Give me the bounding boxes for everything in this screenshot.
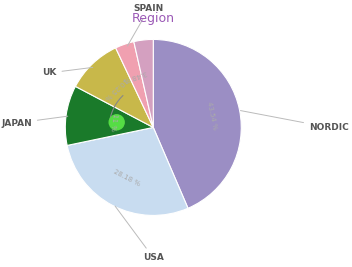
Text: 43.54 %: 43.54 %: [206, 101, 218, 130]
Wedge shape: [134, 40, 153, 127]
Text: 11 %: 11 %: [110, 113, 118, 131]
Title: Region: Region: [132, 12, 175, 25]
Wedge shape: [65, 87, 153, 146]
Wedge shape: [116, 42, 153, 127]
Wedge shape: [153, 40, 241, 208]
Text: 10.25 %: 10.25 %: [103, 76, 128, 100]
Wedge shape: [75, 48, 153, 127]
Text: NORDIC: NORDIC: [240, 111, 349, 132]
Text: 28.18 %: 28.18 %: [113, 169, 141, 187]
Text: 3.48 %: 3.48 %: [123, 69, 148, 83]
Text: UK: UK: [42, 67, 93, 77]
Wedge shape: [67, 127, 188, 215]
Text: SPAIN: SPAIN: [127, 4, 164, 46]
Text: USA: USA: [115, 206, 164, 262]
Circle shape: [109, 115, 124, 130]
Text: JAPAN: JAPAN: [1, 116, 68, 128]
